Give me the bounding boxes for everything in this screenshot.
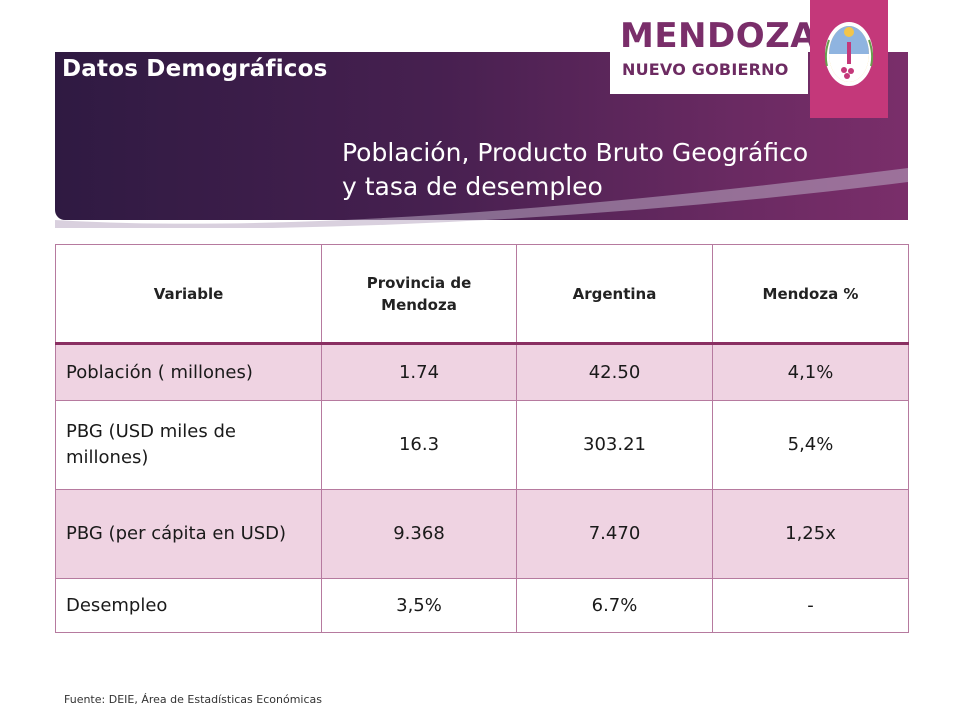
slide-title: Datos Demográficos: [62, 56, 328, 82]
logo-ribbon: [810, 0, 888, 118]
logo-tagline: NUEVO GOBIERNO: [622, 60, 789, 79]
source-footnote: Fuente: DEIE, Área de Estadísticas Econó…: [64, 693, 322, 706]
column-header-provincia: Provincia de Mendoza: [321, 244, 517, 345]
table-row: PBG (per cápita en USD) 9.368 7.470 1,25…: [55, 489, 909, 579]
cell-argentina: 7.470: [516, 489, 713, 579]
cell-provincia: 9.368: [321, 489, 517, 579]
subtitle-line-2: y tasa de desempleo: [342, 172, 603, 201]
row-label: PBG (USD miles de millones): [55, 400, 322, 490]
cell-argentina: 303.21: [516, 400, 713, 490]
table-row: PBG (USD miles de millones) 16.3 303.21 …: [55, 400, 909, 490]
cell-mendoza-pct: 1,25x: [712, 489, 909, 579]
table-row: Población ( millones) 1.74 42.50 4,1%: [55, 343, 909, 401]
cell-provincia: 3,5%: [321, 578, 517, 633]
row-label: Desempleo: [55, 578, 322, 633]
column-header-argentina: Argentina: [516, 244, 713, 345]
mendoza-logo: MENDOZA NUEVO GOBIERNO: [610, 0, 890, 118]
row-label: Población ( millones): [55, 343, 322, 401]
cell-provincia: 16.3: [321, 400, 517, 490]
cell-argentina: 6.7%: [516, 578, 713, 633]
cell-mendoza-pct: 5,4%: [712, 400, 909, 490]
cell-argentina: 42.50: [516, 343, 713, 401]
cell-provincia: 1.74: [321, 343, 517, 401]
cell-mendoza-pct: 4,1%: [712, 343, 909, 401]
table-row: Desempleo 3,5% 6.7% -: [55, 578, 909, 633]
logo-wordmark: MENDOZA: [620, 16, 818, 56]
column-header-mendoza-pct: Mendoza %: [712, 244, 909, 345]
row-label: PBG (per cápita en USD): [55, 489, 322, 579]
subtitle-line-1: Población, Producto Bruto Geográfico: [342, 138, 809, 167]
demographics-table: Variable Provincia de Mendoza Argentina …: [55, 244, 909, 633]
table-header-row: Variable Provincia de Mendoza Argentina …: [55, 244, 909, 345]
column-header-variable: Variable: [55, 244, 322, 345]
slide-subtitle: Población, Producto Bruto Geográfico y t…: [342, 136, 902, 204]
cell-mendoza-pct: -: [712, 578, 909, 633]
provincial-coat-of-arms-icon: [824, 22, 874, 86]
logo-text-box: MENDOZA NUEVO GOBIERNO: [610, 0, 817, 94]
